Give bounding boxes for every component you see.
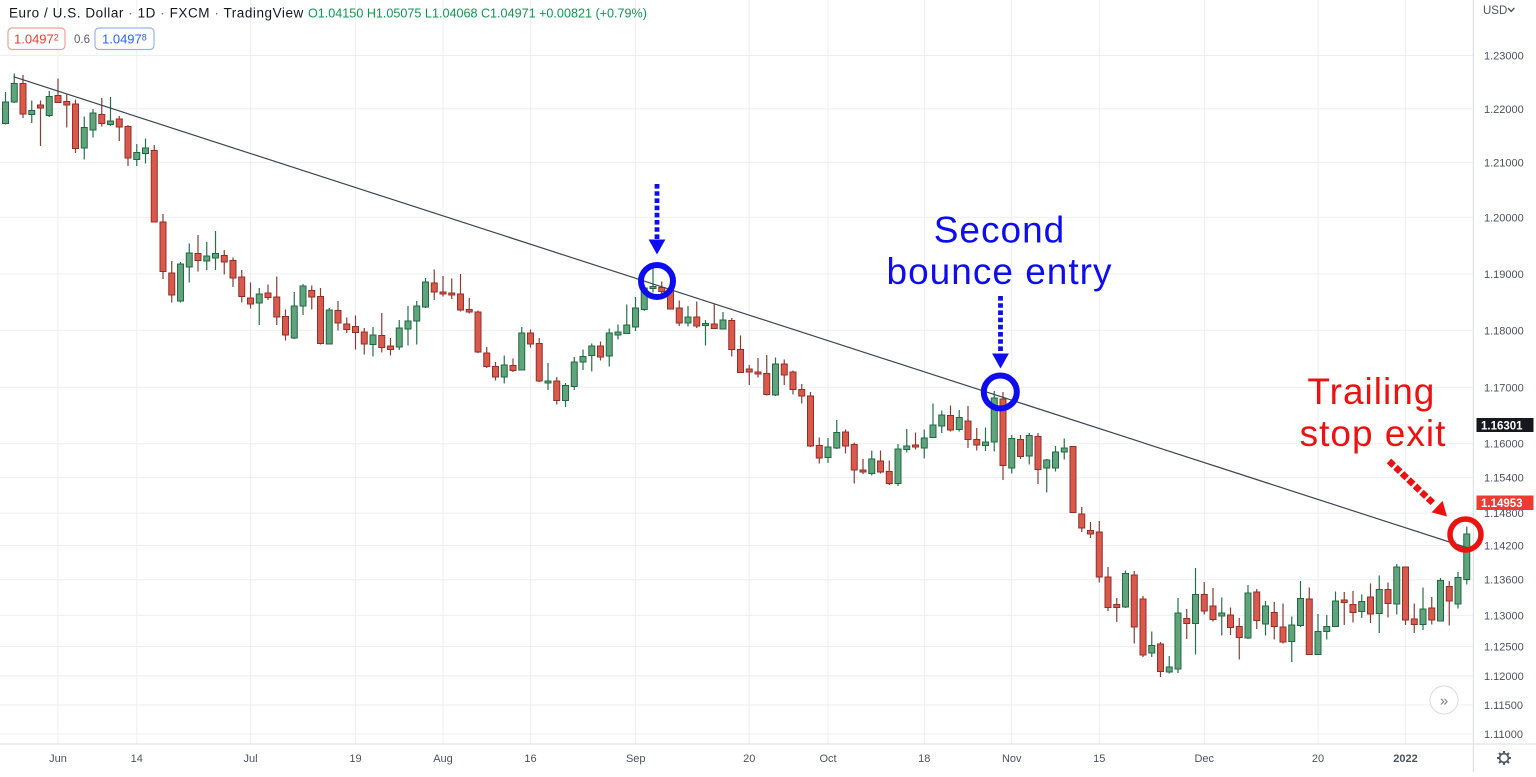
svg-text:1.13600: 1.13600 xyxy=(1484,575,1524,587)
svg-text:bounce entry: bounce entry xyxy=(887,251,1113,292)
svg-text:Aug: Aug xyxy=(433,753,453,765)
svg-text:1.18000: 1.18000 xyxy=(1484,325,1524,337)
svg-text:stop exit: stop exit xyxy=(1300,413,1447,454)
svg-text:Trailing: Trailing xyxy=(1307,371,1435,412)
svg-text:1.15400: 1.15400 xyxy=(1484,473,1524,485)
svg-text:1.12000: 1.12000 xyxy=(1484,671,1524,683)
svg-text:15: 15 xyxy=(1093,753,1105,765)
svg-text:»: » xyxy=(1440,693,1448,710)
svg-text:Jul: Jul xyxy=(243,753,257,765)
svg-text:1.04972: 1.04972 xyxy=(14,32,59,47)
svg-text:Dec: Dec xyxy=(1194,753,1214,765)
svg-text:1.20000: 1.20000 xyxy=(1484,212,1524,224)
svg-text:20: 20 xyxy=(1312,753,1324,765)
svg-text:1.13000: 1.13000 xyxy=(1484,610,1524,622)
svg-text:1.16000: 1.16000 xyxy=(1484,439,1524,451)
svg-text:1.16301: 1.16301 xyxy=(1481,421,1523,433)
svg-text:Sep: Sep xyxy=(626,753,646,765)
svg-text:1.14953: 1.14953 xyxy=(1481,498,1523,510)
svg-text:1.04978: 1.04978 xyxy=(102,32,147,47)
svg-text:0.6: 0.6 xyxy=(74,34,90,46)
svg-text:O1.04150 H1.05075 L1.04068 C1.: O1.04150 H1.05075 L1.04068 C1.04971 +0.0… xyxy=(308,7,647,21)
svg-text:19: 19 xyxy=(349,753,361,765)
svg-text:1.17000: 1.17000 xyxy=(1484,382,1524,394)
svg-text:1.22000: 1.22000 xyxy=(1484,104,1524,116)
svg-text:Second: Second xyxy=(934,210,1066,251)
svg-text:1.14200: 1.14200 xyxy=(1484,541,1524,553)
svg-text:Jun: Jun xyxy=(49,753,67,765)
svg-text:1.11500: 1.11500 xyxy=(1484,700,1523,712)
svg-text:Oct: Oct xyxy=(819,753,836,765)
svg-text:1.21000: 1.21000 xyxy=(1484,157,1524,169)
svg-text:1.11000: 1.11000 xyxy=(1484,729,1523,741)
svg-text:1.19000: 1.19000 xyxy=(1484,269,1524,281)
svg-text:14: 14 xyxy=(131,753,143,765)
svg-text:18: 18 xyxy=(918,753,930,765)
svg-text:2022: 2022 xyxy=(1393,753,1417,765)
svg-text:1.23000: 1.23000 xyxy=(1484,51,1524,63)
svg-text:1.12500: 1.12500 xyxy=(1484,642,1524,654)
svg-text:16: 16 xyxy=(524,753,536,765)
svg-text:20: 20 xyxy=(743,753,755,765)
svg-text:USD: USD xyxy=(1483,5,1507,17)
svg-text:Euro / U.S. Dollar · 1D · FXCM: Euro / U.S. Dollar · 1D · FXCM · Trading… xyxy=(9,6,304,21)
svg-text:1.14800: 1.14800 xyxy=(1484,508,1524,520)
svg-text:Nov: Nov xyxy=(1002,753,1022,765)
